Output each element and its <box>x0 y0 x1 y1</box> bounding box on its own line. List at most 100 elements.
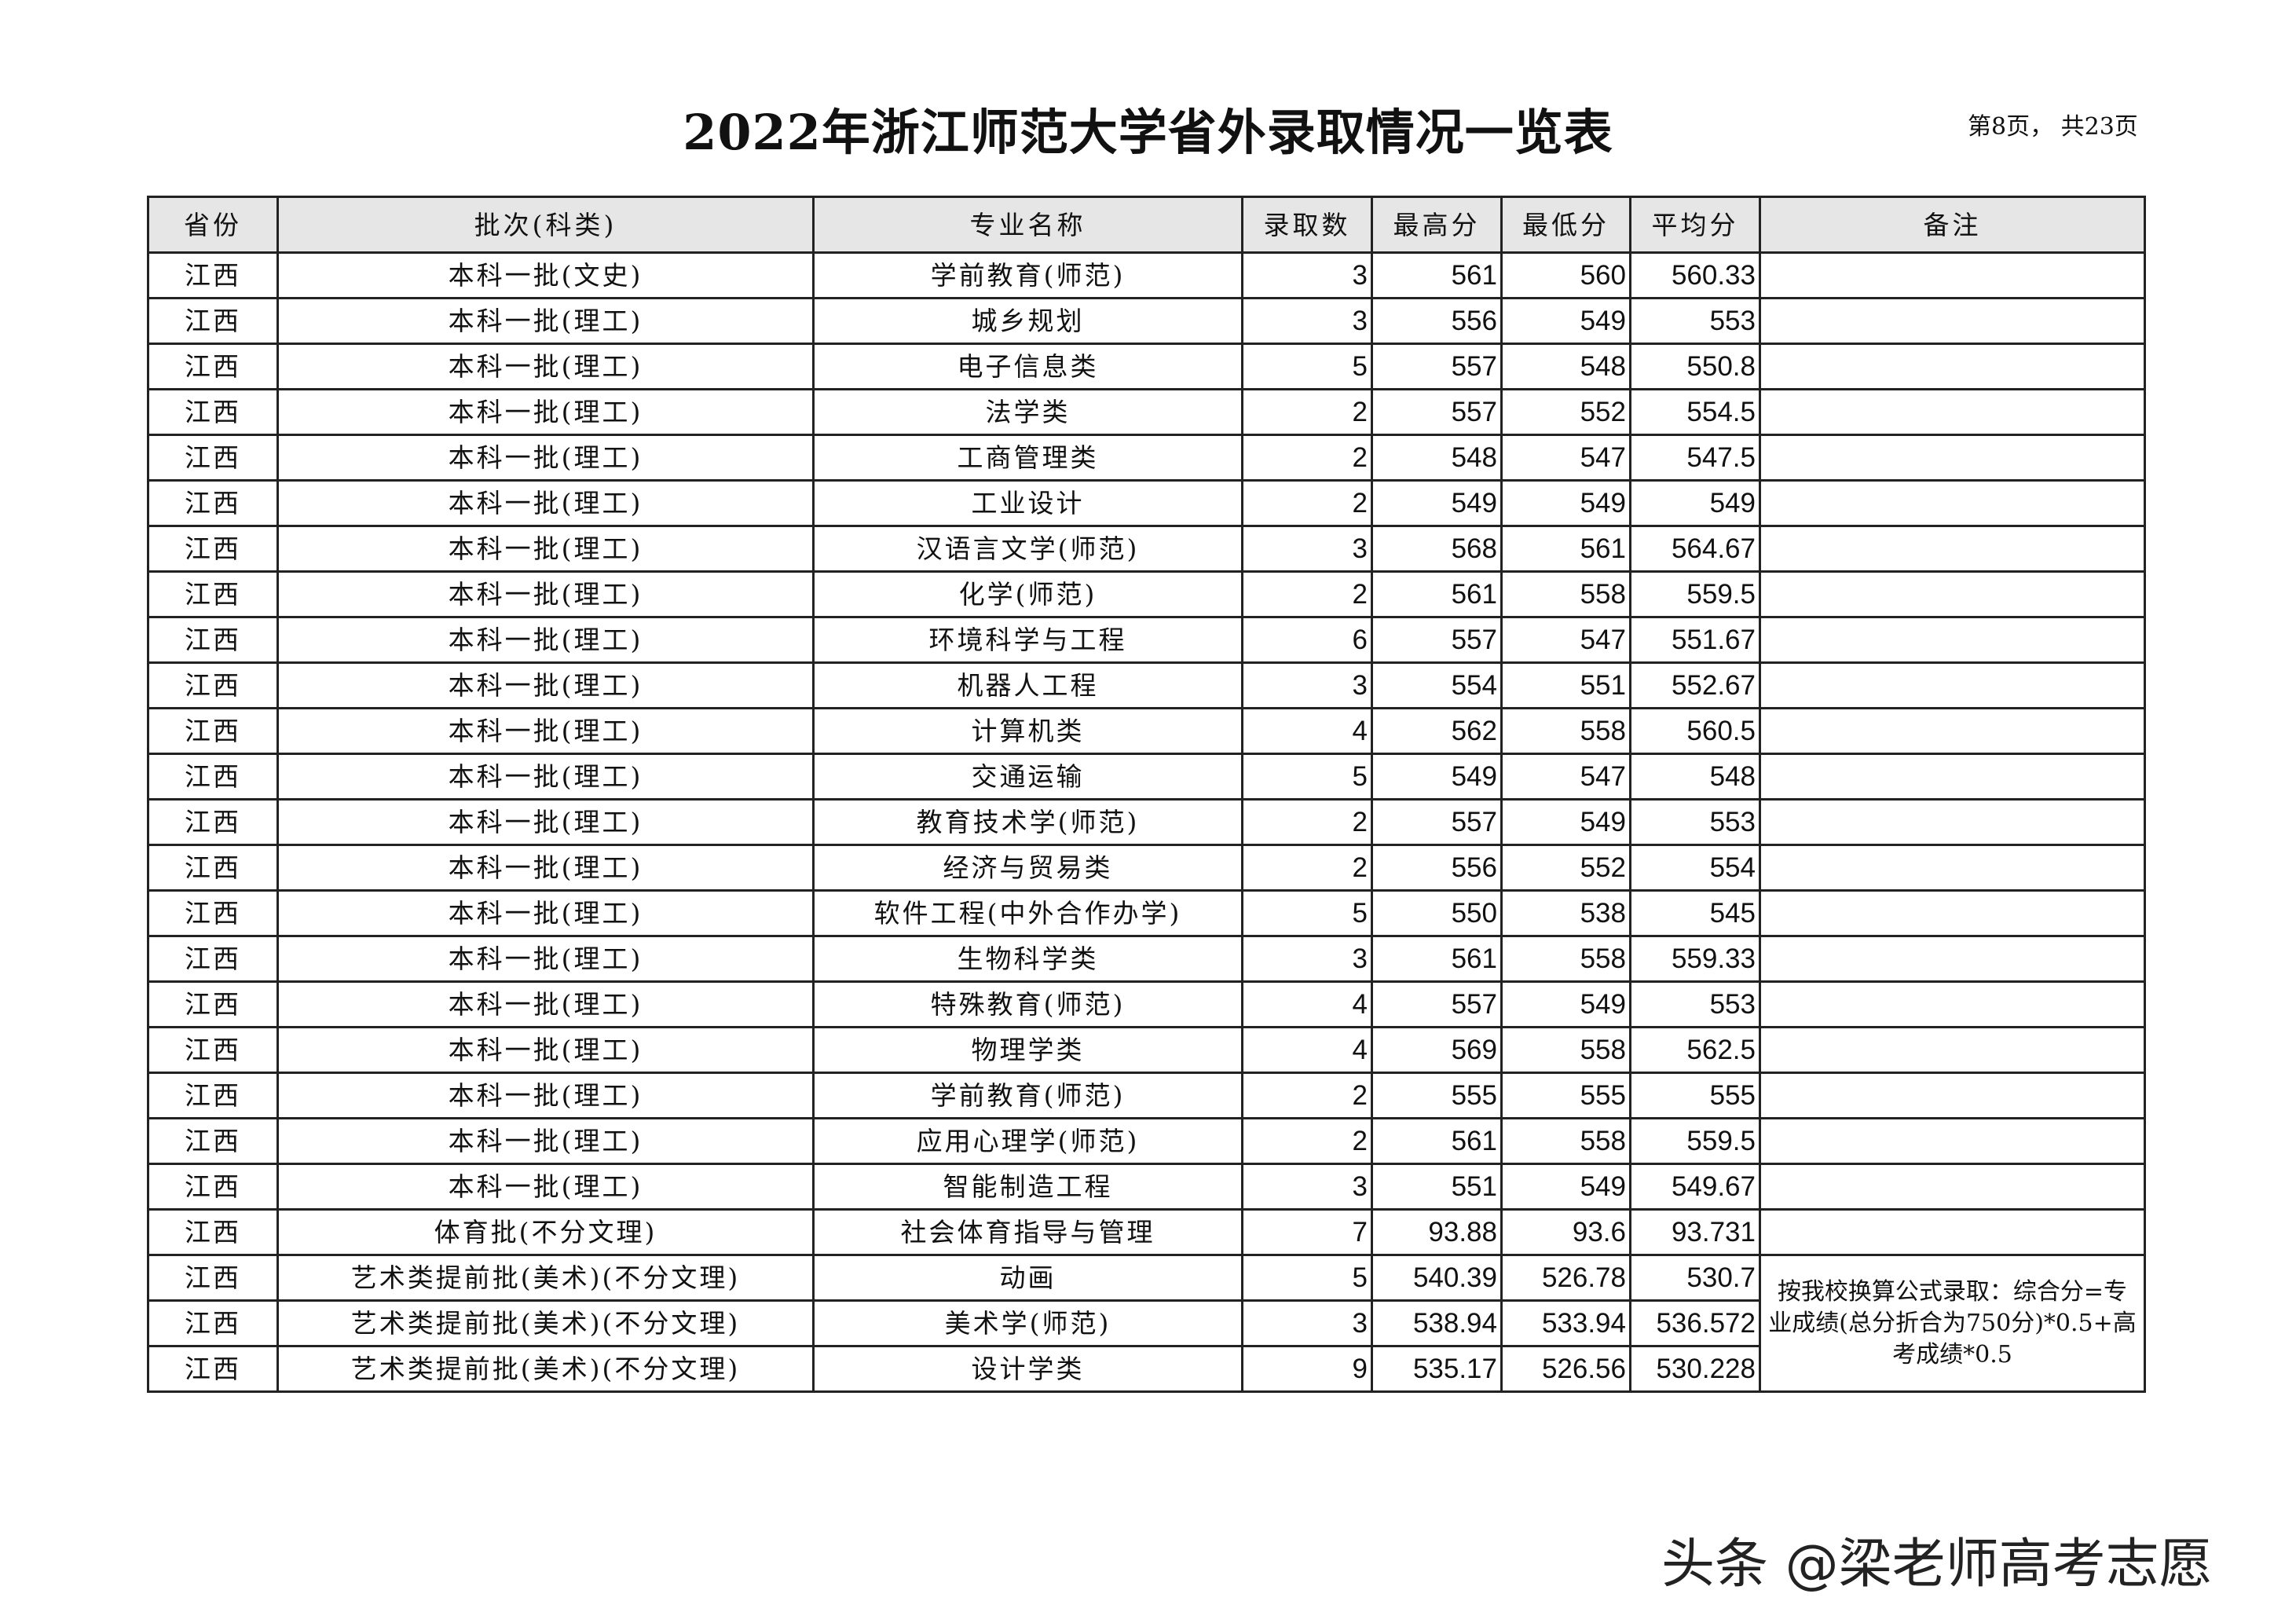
remark-cell <box>1759 251 2146 299</box>
admitted-count-cell: 5 <box>1241 753 1373 801</box>
max-score-cell: 569 <box>1371 1026 1503 1074</box>
province-cell: 江西 <box>147 525 279 573</box>
major-cell: 软件工程(中外合作办学) <box>812 889 1243 937</box>
table-row: 江西 本科一批(理工) 法学类 2 557 552 554.5 <box>147 388 2146 436</box>
province-cell: 江西 <box>147 616 279 664</box>
province-cell: 江西 <box>147 935 279 983</box>
province-cell: 江西 <box>147 1163 279 1211</box>
major-cell: 机器人工程 <box>812 661 1243 709</box>
batch-cell: 本科一批(理工) <box>276 707 815 755</box>
avg-score-cell: 545 <box>1629 889 1761 937</box>
remark-cell <box>1759 753 2146 801</box>
batch-cell: 本科一批(理工) <box>276 844 815 892</box>
max-score-cell: 557 <box>1371 616 1503 664</box>
min-score-cell: 551 <box>1500 661 1631 709</box>
admitted-count-cell: 9 <box>1241 1345 1373 1393</box>
column-header: 省份 <box>147 196 279 254</box>
max-score-cell: 93.88 <box>1371 1208 1503 1256</box>
batch-cell: 艺术类提前批(美术)(不分文理) <box>276 1299 815 1347</box>
avg-score-cell: 552.67 <box>1629 661 1761 709</box>
avg-score-cell: 559.33 <box>1629 935 1761 983</box>
admitted-count-cell: 3 <box>1241 525 1373 573</box>
table-row: 江西 本科一批(理工) 学前教育(师范) 2 555 555 555 <box>147 1072 2146 1119</box>
admitted-count-cell: 7 <box>1241 1208 1373 1256</box>
remark-cell <box>1759 889 2146 937</box>
table-row: 江西 本科一批(理工) 特殊教育(师范) 4 557 549 553 <box>147 980 2146 1028</box>
max-score-cell: 557 <box>1371 980 1503 1028</box>
admitted-count-cell: 6 <box>1241 616 1373 664</box>
min-score-cell: 547 <box>1500 434 1631 482</box>
major-cell: 工业设计 <box>812 479 1243 527</box>
major-cell: 化学(师范) <box>812 570 1243 618</box>
table-row: 江西 艺术类提前批(美术)(不分文理) 动画 5 540.39 526.78 530.7 按我… <box>147 1254 2146 1393</box>
min-score-cell: 558 <box>1500 935 1631 983</box>
major-cell: 社会体育指导与管理 <box>812 1208 1243 1256</box>
remark-cell <box>1759 980 2146 1028</box>
min-score-cell: 558 <box>1500 1117 1631 1165</box>
remark-cell <box>1759 388 2146 436</box>
column-header: 平均分 <box>1629 196 1761 254</box>
min-score-cell: 549 <box>1500 980 1631 1028</box>
avg-score-cell: 553 <box>1629 980 1761 1028</box>
table-row: 江西 本科一批(理工) 教育技术学(师范) 2 557 549 553 <box>147 798 2146 846</box>
table-row: 江西 本科一批(理工) 工业设计 2 549 549 549 <box>147 479 2146 527</box>
min-score-cell: 552 <box>1500 844 1631 892</box>
max-score-cell: 538.94 <box>1371 1299 1503 1347</box>
major-cell: 应用心理学(师范) <box>812 1117 1243 1165</box>
batch-cell: 本科一批(理工) <box>276 1163 815 1211</box>
major-cell: 计算机类 <box>812 707 1243 755</box>
max-score-cell: 548 <box>1371 434 1503 482</box>
table-row: 江西 艺术类提前批(美术)(不分文理) 美术学(师范) 3 538.94 533.94 53… <box>147 1299 2145 1347</box>
min-score-cell: 547 <box>1500 753 1631 801</box>
min-score-cell: 547 <box>1500 616 1631 664</box>
admitted-count-cell: 2 <box>1241 1072 1373 1119</box>
batch-cell: 本科一批(理工) <box>276 479 815 527</box>
admitted-count-cell: 4 <box>1241 980 1373 1028</box>
table-row: 江西 本科一批(理工) 生物科学类 3 561 558 559.33 <box>147 935 2146 983</box>
admitted-count-cell: 3 <box>1241 1163 1373 1211</box>
min-score-cell: 538 <box>1500 889 1631 937</box>
avg-score-cell: 553 <box>1629 798 1761 846</box>
avg-score-cell: 554 <box>1629 844 1761 892</box>
avg-score-cell: 536.572 <box>1629 1299 1761 1347</box>
page-number: 第8页， 共23页 <box>1968 113 2138 141</box>
table-row: 江西 本科一批(理工) 城乡规划 3 556 549 553 <box>147 297 2146 345</box>
max-score-cell: 557 <box>1371 798 1503 846</box>
min-score-cell: 560 <box>1500 251 1631 299</box>
batch-cell: 本科一批(理工) <box>276 661 815 709</box>
admitted-count-cell: 5 <box>1241 889 1373 937</box>
max-score-cell: 561 <box>1371 570 1503 618</box>
admitted-count-cell: 3 <box>1241 251 1373 299</box>
batch-cell: 本科一批(理工) <box>276 798 815 846</box>
watermark: 头条 @梁老师高考志愿 <box>1661 1533 2213 1596</box>
batch-cell: 本科一批(理工) <box>276 570 815 618</box>
table-row: 江西 本科一批(理工) 化学(师范) 2 561 558 559.5 <box>147 570 2146 618</box>
remark-cell <box>1759 297 2146 345</box>
major-cell: 环境科学与工程 <box>812 616 1243 664</box>
avg-score-cell: 564.67 <box>1629 525 1761 573</box>
page-title: 2022年浙江师范大学省外录取情况一览表 <box>683 104 1613 161</box>
batch-cell: 本科一批(理工) <box>276 343 815 390</box>
major-cell: 工商管理类 <box>812 434 1243 482</box>
avg-score-cell: 553 <box>1629 297 1761 345</box>
admitted-count-cell: 2 <box>1241 1117 1373 1165</box>
table-row: 江西 本科一批(理工) 计算机类 4 562 558 560.5 <box>147 707 2146 755</box>
batch-cell: 本科一批(理工) <box>276 1026 815 1074</box>
table-row: 江西 本科一批(理工) 汉语言文学(师范) 3 568 561 564.67 <box>147 525 2146 573</box>
table-row: 江西 本科一批(理工) 工商管理类 2 548 547 547.5 <box>147 434 2146 482</box>
avg-score-cell: 560.33 <box>1629 251 1761 299</box>
remark-cell <box>1759 525 2146 573</box>
table-row: 江西 体育批(不分文理) 社会体育指导与管理 7 93.88 93.6 93.731 <box>147 1208 2146 1256</box>
min-score-cell: 558 <box>1500 707 1631 755</box>
province-cell: 江西 <box>147 707 279 755</box>
remark-cell <box>1759 798 2146 846</box>
max-score-cell: 561 <box>1371 251 1503 299</box>
remark-cell <box>1759 479 2146 527</box>
min-score-cell: 533.94 <box>1500 1299 1631 1347</box>
column-header: 最低分 <box>1500 196 1631 254</box>
major-cell: 教育技术学(师范) <box>812 798 1243 846</box>
province-cell: 江西 <box>147 1072 279 1119</box>
max-score-cell: 555 <box>1371 1072 1503 1119</box>
batch-cell: 本科一批(理工) <box>276 980 815 1028</box>
major-cell: 汉语言文学(师范) <box>812 525 1243 573</box>
